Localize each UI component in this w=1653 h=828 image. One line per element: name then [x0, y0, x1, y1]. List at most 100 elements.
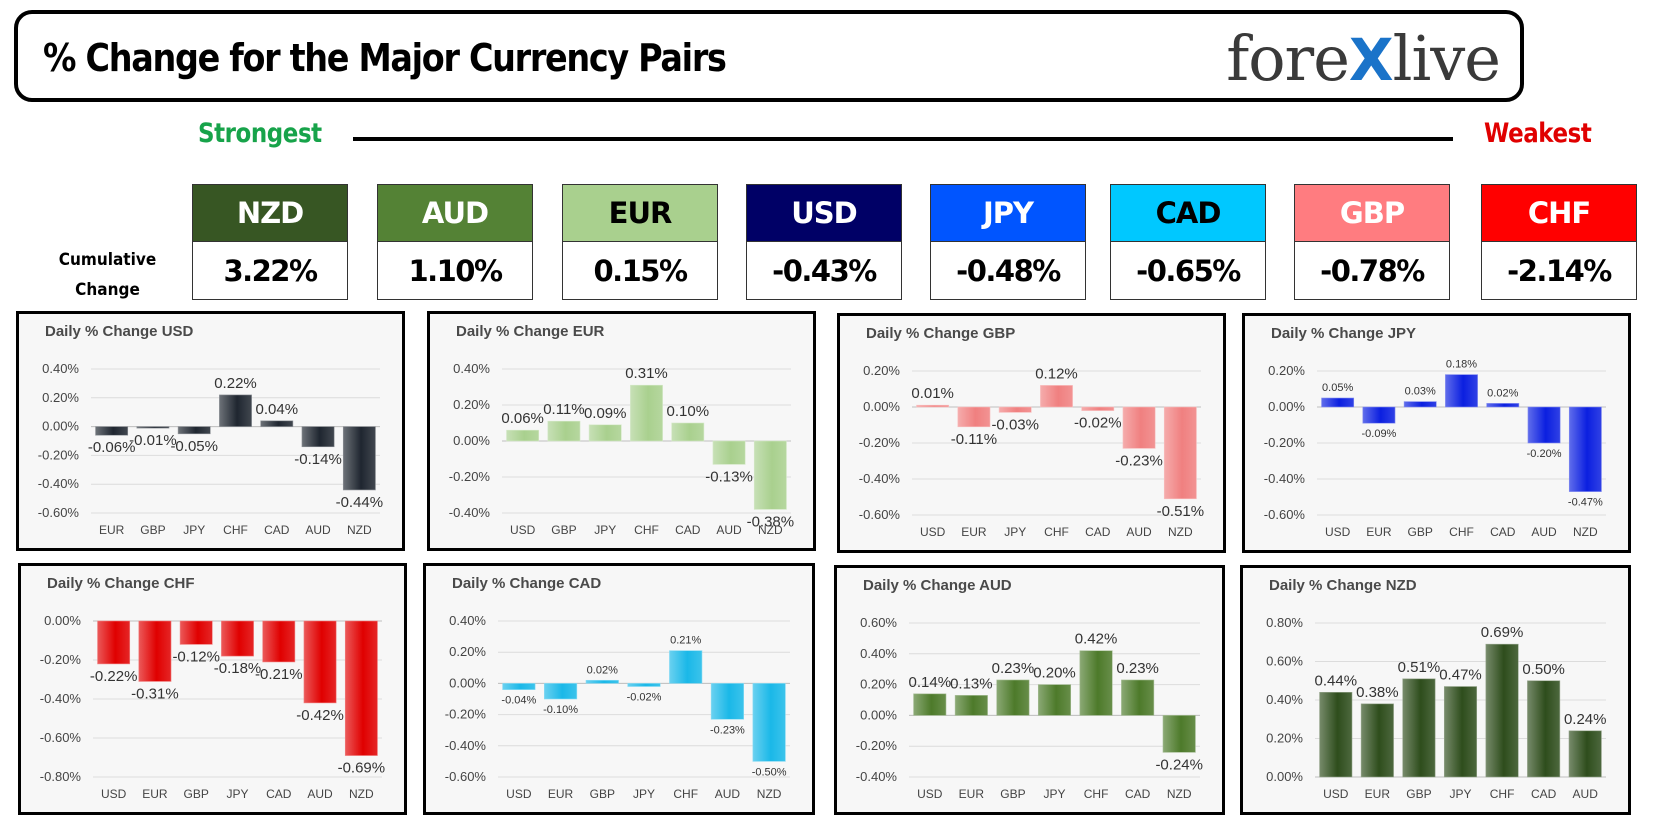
bar-eur [954, 695, 988, 716]
x-category-label: CAD [266, 787, 292, 801]
y-tick-label: -0.20% [445, 707, 487, 722]
y-tick-label: 0.20% [453, 397, 490, 412]
x-category-label: JPY [633, 787, 655, 801]
rank-card-usd: USD -0.43% [746, 184, 902, 300]
data-label: 0.20% [1033, 665, 1076, 682]
rank-cumulative-value: 3.22% [223, 254, 318, 288]
x-category-label: AUD [305, 523, 331, 537]
chart-svg: Daily % Change CHF 0.00% -0.20% -0.40% -0.60… [40, 575, 385, 801]
bar-cad [260, 420, 294, 427]
chart-chf: Daily % Change CHF 0.00% -0.20% -0.40% -0.60… [18, 563, 407, 815]
data-label: 0.04% [256, 401, 299, 418]
data-label: -0.38% [747, 513, 795, 530]
y-tick-label: -0.40% [38, 476, 80, 491]
bar-eur [544, 683, 578, 700]
data-label: -0.18% [214, 660, 262, 677]
chart-title: Daily % Change AUD [863, 577, 1012, 594]
data-label: 0.14% [909, 674, 952, 691]
cumulative-change-label: Cumulative Change [58, 250, 157, 300]
bar-chf [1040, 385, 1073, 408]
bar-nzd [753, 440, 787, 510]
bar-jpy [1443, 686, 1478, 778]
bar-eur [957, 406, 991, 428]
x-category-label: GBP [551, 523, 576, 537]
x-category-label: CAD [1085, 525, 1111, 539]
bar-aud [1527, 406, 1561, 444]
data-label: -0.24% [1155, 756, 1203, 773]
chart-svg: Daily % Change NZD 0.80% 0.60% 0.40% 0.20% 0.… [1266, 577, 1606, 801]
chart-title: Daily % Change GBP [866, 325, 1015, 342]
y-tick-label: 0.00% [42, 419, 79, 434]
x-category-label: CAD [675, 523, 701, 537]
bar-chf [1079, 650, 1113, 716]
data-label: 0.12% [1035, 365, 1078, 382]
y-tick-label: -0.20% [38, 447, 80, 462]
x-category-label: NZD [1573, 525, 1598, 539]
bar-aud [303, 620, 337, 704]
y-tick-label: -0.40% [859, 471, 901, 486]
data-label: 0.18% [1446, 359, 1477, 371]
y-tick-label: 0.40% [42, 361, 79, 376]
rank-currency: NZD [193, 185, 347, 242]
data-label: 0.02% [1487, 387, 1518, 399]
x-category-label: USD [1325, 525, 1351, 539]
x-category-label: AUD [716, 523, 742, 537]
data-label: -0.03% [991, 416, 1039, 433]
rank-cumulative-value: -0.78% [1320, 254, 1425, 288]
data-label: -0.04% [501, 695, 536, 707]
y-tick-label: -0.60% [859, 507, 901, 522]
data-label: 0.05% [1322, 382, 1353, 394]
y-tick-label: -0.60% [1264, 507, 1306, 522]
bar-cad [1121, 679, 1155, 716]
data-label: 0.44% [1315, 672, 1358, 689]
data-label: 0.23% [1116, 660, 1159, 677]
rank-cumulative-value: 0.15% [593, 254, 688, 288]
data-label: -0.21% [255, 666, 303, 683]
x-category-label: JPY [1043, 787, 1065, 801]
y-tick-label: -0.40% [449, 505, 491, 520]
y-tick-label: 0.00% [1268, 399, 1305, 414]
chart-svg: Daily % Change JPY 0.20% 0.00% -0.20% -0.40%… [1264, 325, 1606, 539]
chart-jpy: Daily % Change JPY 0.20% 0.00% -0.20% -0.40%… [1242, 313, 1631, 553]
bar-nzd [1163, 406, 1197, 500]
x-category-label: AUD [1573, 787, 1599, 801]
x-category-label: EUR [142, 787, 168, 801]
bar-jpy [221, 620, 254, 657]
x-category-label: GBP [1408, 525, 1433, 539]
x-category-label: CAD [1531, 787, 1557, 801]
data-label: -0.02% [627, 692, 662, 704]
chart-title: Daily % Change NZD [1269, 577, 1417, 594]
data-label: -0.14% [294, 451, 342, 468]
data-label: -0.05% [170, 438, 218, 455]
y-tick-label: -0.20% [1264, 435, 1306, 450]
chart-svg: Daily % Change AUD 0.60% 0.40% 0.20% 0.00% -0… [856, 577, 1203, 801]
y-tick-label: 0.20% [42, 390, 79, 405]
y-tick-label: 0.60% [860, 615, 897, 630]
chart-svg: Daily % Change GBP 0.20% 0.00% -0.20% -0.40%… [859, 325, 1204, 539]
chart-title: Daily % Change EUR [456, 323, 605, 340]
y-tick-label: -0.60% [445, 769, 487, 784]
data-label: 0.50% [1522, 661, 1565, 678]
x-category-label: NZD [347, 523, 372, 537]
data-label: -0.47% [1568, 497, 1603, 509]
x-category-label: JPY [226, 787, 248, 801]
data-label: 0.23% [992, 660, 1035, 677]
bar-nzd [344, 620, 378, 756]
y-tick-label: -0.20% [40, 652, 82, 667]
x-category-label: JPY [1449, 787, 1471, 801]
x-category-label: AUD [715, 787, 741, 801]
x-category-label: USD [506, 787, 532, 801]
data-label: 0.10% [667, 403, 710, 420]
x-category-label: USD [1323, 787, 1349, 801]
y-tick-label: 0.00% [1266, 769, 1303, 784]
bar-usd [97, 620, 131, 665]
x-category-label: EUR [99, 523, 125, 537]
data-label: -0.12% [172, 648, 220, 665]
bar-usd [1321, 397, 1355, 408]
y-tick-label: 0.20% [863, 363, 900, 378]
y-tick-label: 0.20% [449, 644, 486, 659]
bar-aud [710, 683, 744, 720]
x-category-label: EUR [959, 787, 985, 801]
rank-card-eur: EUR 0.15% [562, 184, 718, 300]
y-tick-label: 0.00% [44, 613, 81, 628]
